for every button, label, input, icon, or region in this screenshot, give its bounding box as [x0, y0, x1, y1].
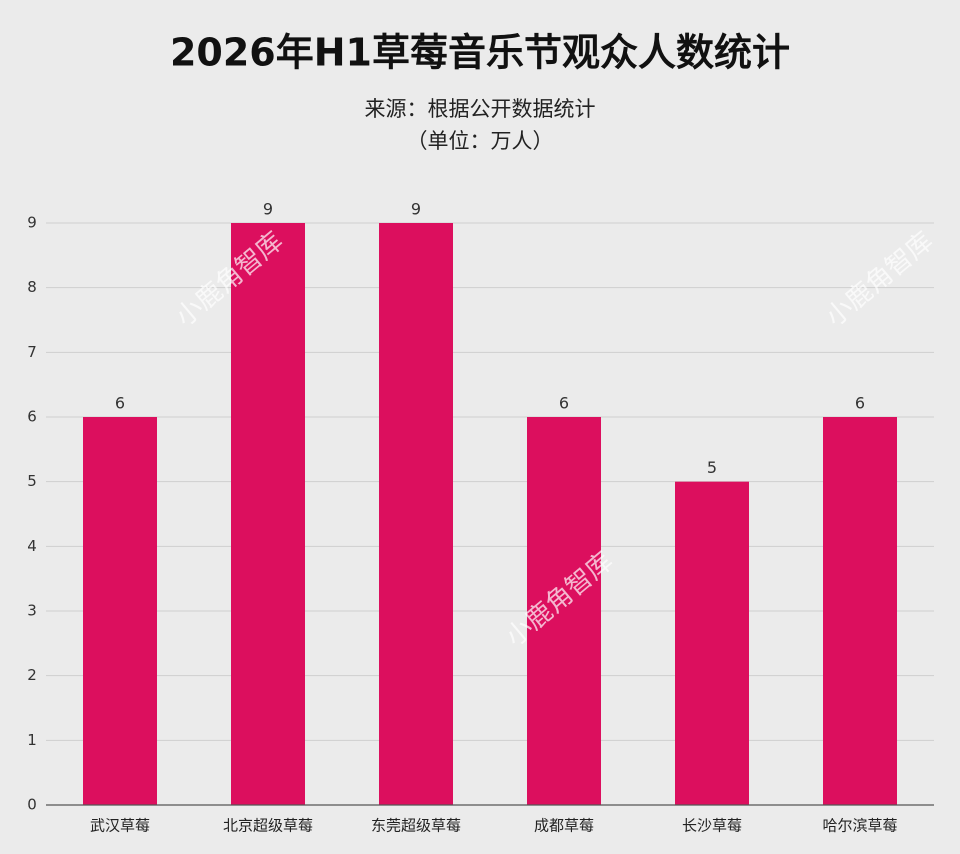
x-tick-label: 武汉草莓	[90, 817, 150, 835]
x-tick-label: 长沙草莓	[682, 817, 742, 835]
y-tick-label: 2	[27, 666, 37, 684]
x-tick-label: 成都草莓	[534, 817, 594, 835]
y-tick-label: 7	[27, 343, 37, 361]
y-tick-label: 3	[27, 602, 37, 620]
value-label: 9	[263, 200, 273, 219]
y-tick-label: 1	[27, 731, 37, 749]
y-tick-label: 0	[27, 796, 37, 814]
bar	[823, 417, 897, 805]
y-tick-label: 5	[27, 472, 37, 490]
chart-title: 2026年H1草莓音乐节观众人数统计	[170, 31, 790, 75]
bar	[83, 417, 157, 805]
value-label: 6	[559, 394, 569, 413]
y-tick-label: 4	[27, 537, 37, 555]
x-tick-label: 哈尔滨草莓	[822, 817, 897, 835]
chart-subtitle: （单位：万人）	[407, 129, 554, 153]
value-label: 6	[115, 394, 125, 413]
value-label: 5	[707, 458, 717, 477]
bar	[231, 223, 305, 805]
y-tick-label: 9	[27, 214, 37, 232]
bar	[527, 417, 601, 805]
chart-subtitle: 来源：根据公开数据统计	[365, 97, 596, 121]
bar	[379, 223, 453, 805]
x-tick-label: 东莞超级草莓	[371, 817, 461, 835]
y-tick-label: 6	[27, 408, 37, 426]
y-tick-label: 8	[27, 278, 37, 296]
bar	[675, 481, 749, 805]
value-label: 9	[411, 200, 421, 219]
value-label: 6	[855, 394, 865, 413]
x-tick-label: 北京超级草莓	[223, 817, 313, 835]
